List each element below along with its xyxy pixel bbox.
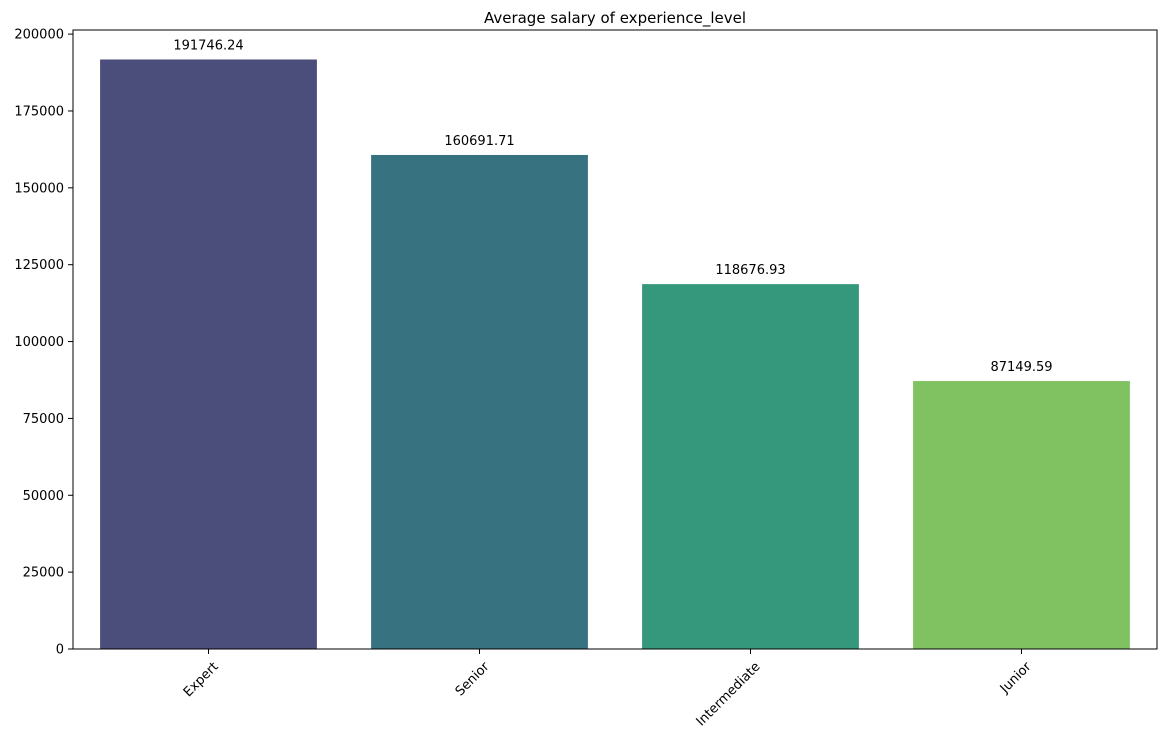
y-tick-label: 50000 — [23, 489, 64, 504]
y-tick-label: 0 — [56, 643, 64, 658]
y-tick-label: 100000 — [14, 335, 64, 350]
y-tick-label: 25000 — [23, 566, 64, 581]
bar-senior — [371, 154, 588, 650]
bar-junior — [913, 381, 1130, 649]
data-label: 160691.71 — [444, 134, 514, 149]
x-tick-label: Senior — [453, 659, 493, 699]
plot-area: 191746.24 Expert 160691.71 Senior 118676.93 I… — [14, 28, 1158, 729]
bar-expert — [100, 59, 317, 650]
x-tick-label: Junior — [997, 659, 1035, 697]
data-label: 191746.24 — [173, 38, 243, 53]
axes-frame — [72, 29, 1158, 650]
bar-intermediate — [642, 284, 859, 649]
y-tick-label: 150000 — [14, 181, 64, 196]
y-tick-label: 175000 — [14, 104, 64, 119]
x-tick-label: Intermediate — [694, 659, 764, 729]
chart-title: Average salary of experience_level — [484, 9, 746, 28]
data-label: 87149.59 — [990, 360, 1052, 375]
x-tick-label: Expert — [181, 659, 222, 700]
data-label: 118676.93 — [715, 263, 785, 278]
y-tick-label: 125000 — [14, 258, 64, 273]
y-tick-label: 75000 — [23, 412, 64, 427]
y-tick-label: 200000 — [14, 28, 64, 43]
